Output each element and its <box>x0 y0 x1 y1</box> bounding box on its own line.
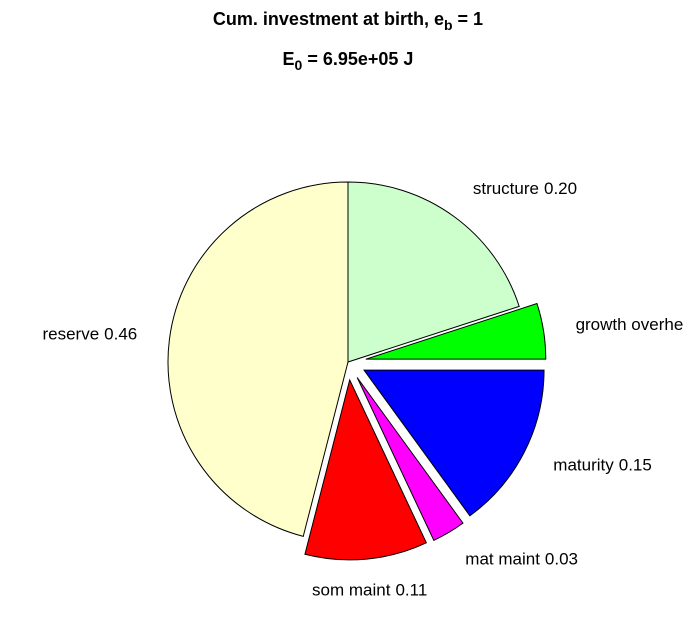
slice-value: 0.03 <box>545 550 578 569</box>
slice-label: mat maint 0.03 <box>465 550 578 569</box>
slice-category: structure <box>473 180 539 199</box>
slice-value: 0.11 <box>395 581 427 600</box>
slice-value: 0.46 <box>104 325 137 344</box>
slice-label: growth overhe <box>576 315 684 334</box>
slice-value: 0.20 <box>544 180 577 199</box>
title-subscript: b <box>444 17 453 33</box>
slice-category: mat maint <box>465 550 540 569</box>
subtitle-subscript: 0 <box>295 57 303 73</box>
chart-title: Cum. investment at birth, eb = 1 <box>213 9 483 33</box>
pie-slice <box>365 302 547 360</box>
slice-category: maturity <box>553 456 614 475</box>
slice-category: reserve <box>42 325 99 344</box>
pie-slice <box>363 369 545 517</box>
pie-slice <box>347 181 520 363</box>
slice-category: growth overhe <box>576 315 684 334</box>
slice-label: reserve 0.46 <box>42 325 137 344</box>
pie-slice <box>356 377 464 542</box>
slice-label: maturity 0.15 <box>553 456 652 475</box>
chart-subtitle: E0 = 6.95e+05 J <box>283 49 414 73</box>
title-part: = 1 <box>453 9 484 29</box>
subtitle-part: = 6.95e+05 J <box>302 49 413 69</box>
slice-value: 0.15 <box>619 456 652 475</box>
subtitle-part: E <box>283 49 295 69</box>
pie-slice <box>304 378 427 561</box>
slice-label: structure 0.20 <box>473 180 577 199</box>
pie-slice <box>167 181 349 537</box>
slice-category: som maint <box>312 581 391 600</box>
title-part: Cum. investment at birth, e <box>213 9 444 29</box>
slice-label: som maint 0.11 <box>312 581 427 600</box>
